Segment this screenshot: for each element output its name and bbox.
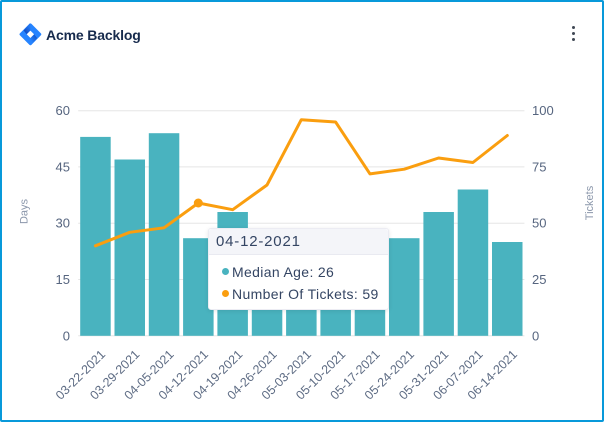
svg-text:Tickets: Tickets <box>584 185 596 220</box>
svg-text:0: 0 <box>532 328 539 343</box>
svg-text:100: 100 <box>532 103 554 118</box>
svg-text:15: 15 <box>56 272 70 287</box>
svg-text:25: 25 <box>532 272 546 287</box>
svg-text:50: 50 <box>532 216 546 231</box>
svg-text:Days: Days <box>19 198 31 224</box>
svg-text:0: 0 <box>63 328 70 343</box>
svg-text:60: 60 <box>56 103 70 118</box>
svg-text:45: 45 <box>56 159 70 174</box>
svg-text:75: 75 <box>532 159 546 174</box>
svg-text:30: 30 <box>56 216 70 231</box>
